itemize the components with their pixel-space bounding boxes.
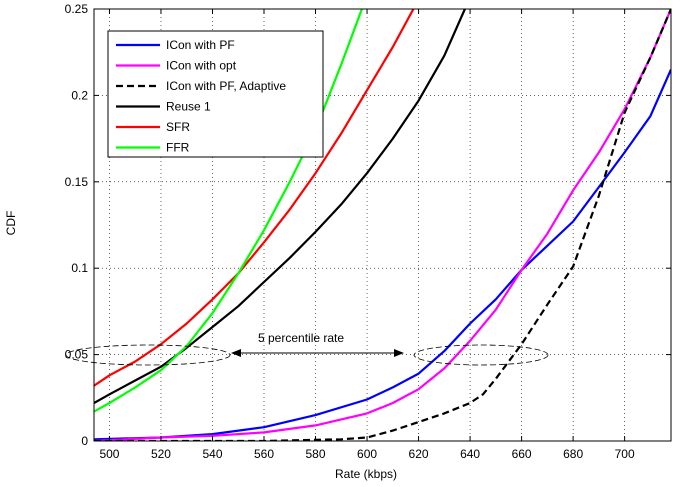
- legend-label: Reuse 1: [166, 100, 211, 114]
- percentile-annotation: 5 percentile rate: [65, 331, 549, 366]
- y-axis-label: CDF: [4, 211, 18, 236]
- x-tick-label: 540: [202, 447, 222, 461]
- x-tick-label: 520: [151, 447, 171, 461]
- legend-box: [107, 30, 324, 158]
- legend: ICon with PF ICon with opt ICon with PF, A…: [107, 30, 324, 158]
- y-tick-label: 0.05: [65, 348, 89, 362]
- x-tick-label: 680: [563, 447, 583, 461]
- series-line-4: [94, 9, 466, 404]
- y-tick-label: 0.2: [71, 88, 88, 102]
- legend-label: ICon with PF: [166, 38, 235, 52]
- arrow-head-left: [231, 349, 241, 357]
- y-tick-label: 0.25: [65, 2, 89, 16]
- x-tick-label: 640: [460, 447, 480, 461]
- x-tick-label: 580: [306, 447, 326, 461]
- plot-frame: [93, 8, 672, 442]
- x-axis-label: Rate (kbps): [335, 467, 397, 481]
- y-tick-label: 0: [81, 434, 88, 448]
- legend-label: SFR: [166, 120, 190, 134]
- series-line-3: [94, 9, 671, 441]
- y-tick-label: 0.15: [65, 175, 89, 189]
- axis-ticks: 500 520 540 560 580 600 620 640 660 680 700 0 0.05 0.…: [65, 2, 671, 461]
- x-tick-label: 700: [615, 447, 635, 461]
- x-tick-label: 620: [409, 447, 429, 461]
- legend-label: ICon with PF, Adaptive: [166, 79, 286, 93]
- annotation-text: 5 percentile rate: [258, 331, 344, 345]
- legend-label: FFR: [166, 141, 190, 155]
- series-line-5: [94, 9, 415, 387]
- series-line-2: [94, 9, 671, 441]
- x-tick-label: 560: [254, 447, 274, 461]
- legend-label: ICon with opt: [166, 59, 237, 73]
- x-tick-label: 660: [512, 447, 532, 461]
- arrow-head-right: [394, 349, 404, 357]
- x-tick-label: 500: [99, 447, 119, 461]
- y-tick-label: 0.1: [71, 261, 88, 275]
- left-ellipse: [65, 344, 231, 366]
- x-tick-label: 600: [357, 447, 377, 461]
- right-ellipse: [413, 344, 549, 366]
